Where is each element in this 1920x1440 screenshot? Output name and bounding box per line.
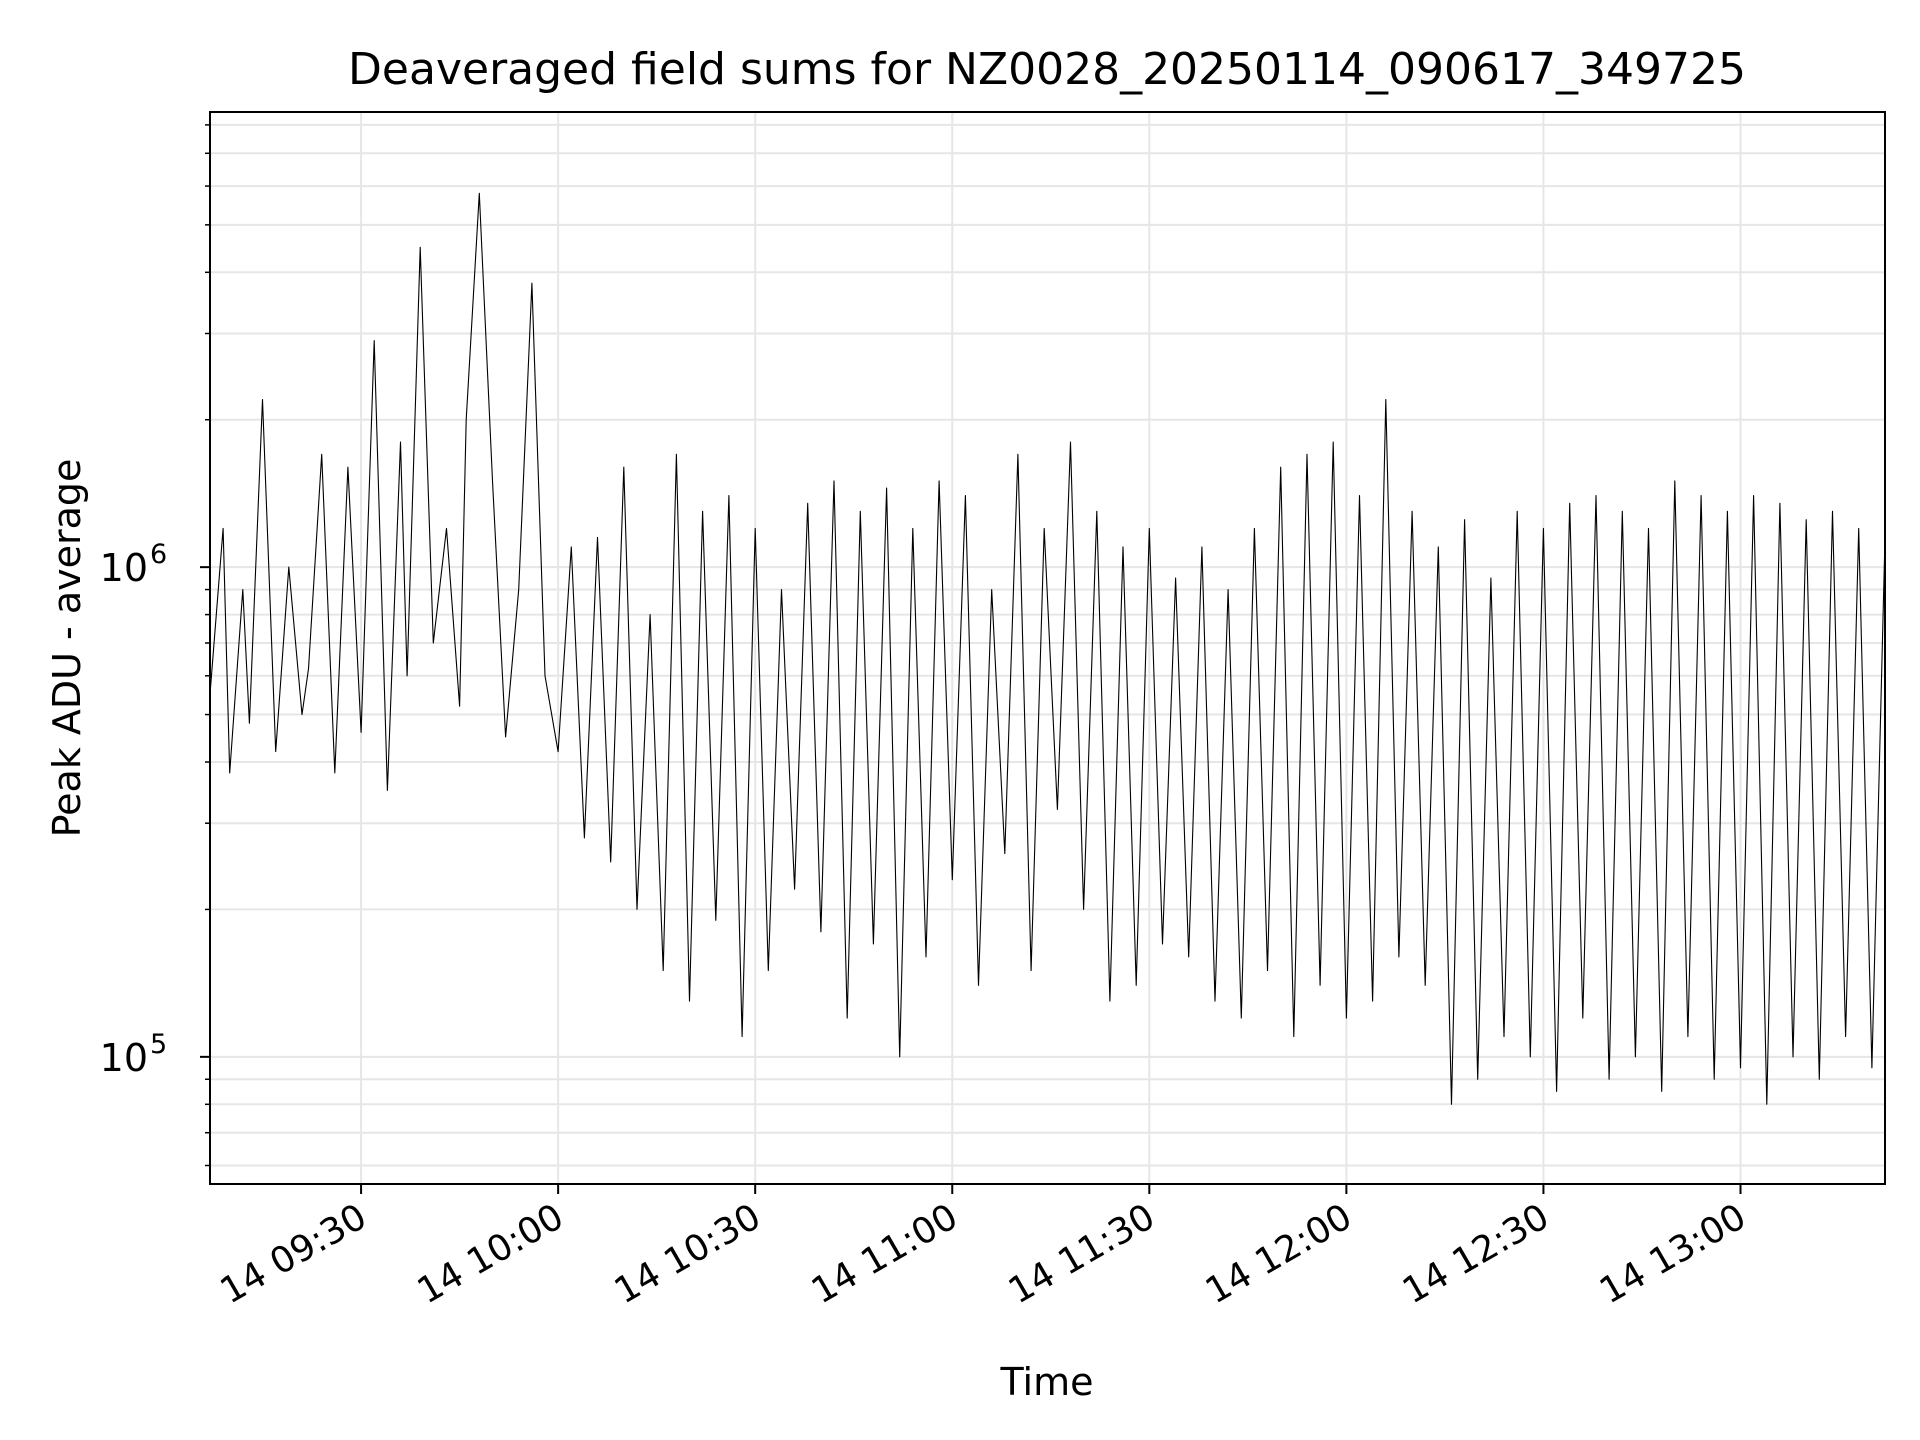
grid-lines xyxy=(210,112,1885,1184)
y-tick-label-exponent: 6 xyxy=(150,539,167,570)
y-tick-label-exponent: 5 xyxy=(150,1029,167,1060)
x-axis-label: Time xyxy=(1000,1360,1094,1404)
y-axis-label: Peak ADU - average xyxy=(45,459,89,838)
data-series-line xyxy=(209,192,1886,1105)
chart-title: Deaveraged field sums for NZ0028_2025011… xyxy=(348,44,1746,95)
plot-frame xyxy=(209,111,1886,1185)
y-tick-label-base: 10 xyxy=(100,1036,148,1080)
y-tick-label-base: 10 xyxy=(100,546,148,590)
